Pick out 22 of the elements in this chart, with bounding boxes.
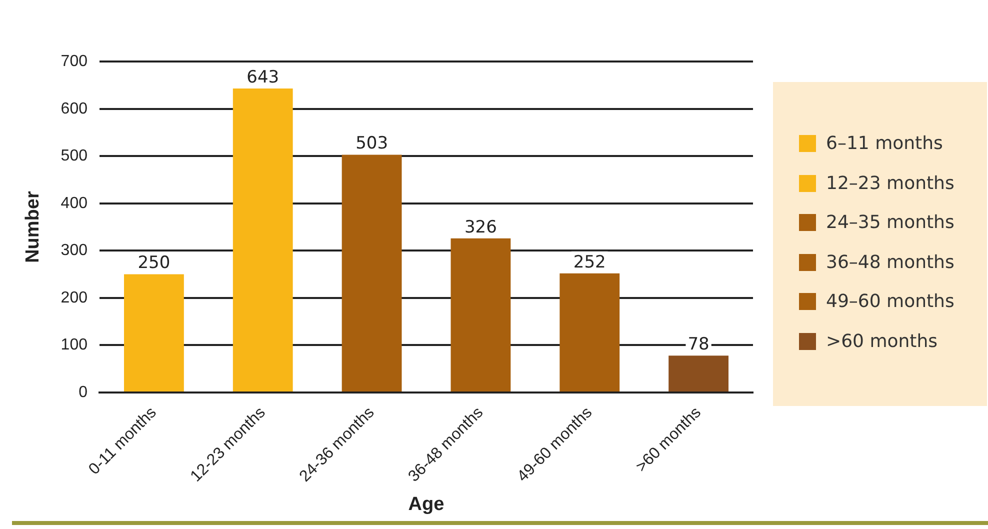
legend-label: 49–60 months	[826, 291, 954, 312]
y-tick-label: 700	[60, 53, 88, 70]
data-label: 250	[138, 253, 170, 274]
y-tick-label: 500	[60, 148, 88, 165]
data-label: 252	[573, 252, 606, 272]
y-tick-label: 300	[60, 242, 88, 260]
data-label: 503	[356, 134, 388, 154]
data-label: 78	[688, 334, 710, 354]
legend-label: >60 months	[826, 330, 938, 352]
y-tick-label: 0	[78, 384, 88, 401]
y-tick-label: 100	[60, 336, 88, 354]
y-axis-title: Number	[22, 190, 44, 263]
x-axis-title: Age	[408, 494, 444, 515]
y-tick-label: 600	[60, 100, 88, 118]
legend-label: 6–11 months	[826, 133, 943, 154]
data-label: 643	[246, 67, 280, 88]
legend-label: 12–23 months	[826, 172, 954, 194]
y-tick-label: 200	[60, 289, 88, 306]
data-label: 326	[464, 217, 497, 238]
legend-label: 36–48 months	[826, 252, 954, 273]
legend-label: 24–35 months	[826, 212, 954, 234]
y-tick-label: 400	[60, 194, 88, 212]
